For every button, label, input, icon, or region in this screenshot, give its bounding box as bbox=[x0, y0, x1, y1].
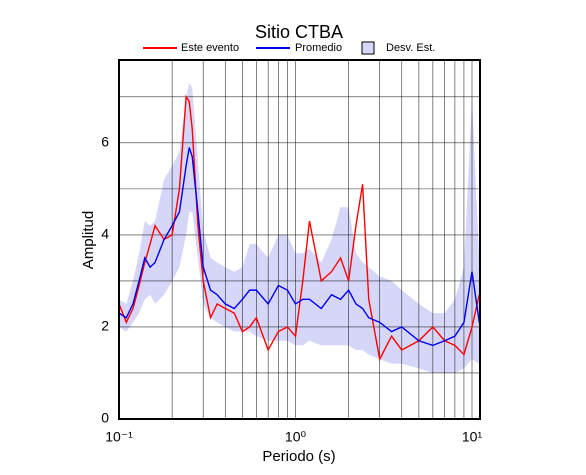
x-tick-label: 10¹ bbox=[462, 429, 483, 445]
chart-title: Sitio CTBA bbox=[255, 22, 343, 42]
plot-frame bbox=[118, 59, 481, 420]
series-line bbox=[118, 147, 480, 347]
legend-label: Este evento bbox=[181, 42, 239, 54]
y-tick-label: 0 bbox=[101, 410, 109, 426]
y-axis-label: Amplitud bbox=[80, 211, 97, 269]
y-tick-label: 6 bbox=[101, 134, 109, 150]
x-axis-label: Periodo (s) bbox=[262, 448, 335, 465]
y-tick-label: 2 bbox=[101, 318, 109, 334]
y-tick-label: 4 bbox=[101, 226, 109, 242]
series-line bbox=[118, 94, 480, 362]
x-tick-label: 10⁻¹ bbox=[105, 429, 133, 445]
x-tick-label: 10⁰ bbox=[285, 429, 307, 445]
legend-label: Promedio bbox=[295, 42, 342, 54]
legend-swatch bbox=[361, 41, 375, 55]
legend-label: Desv. Est. bbox=[386, 42, 435, 54]
std-band bbox=[119, 83, 480, 373]
